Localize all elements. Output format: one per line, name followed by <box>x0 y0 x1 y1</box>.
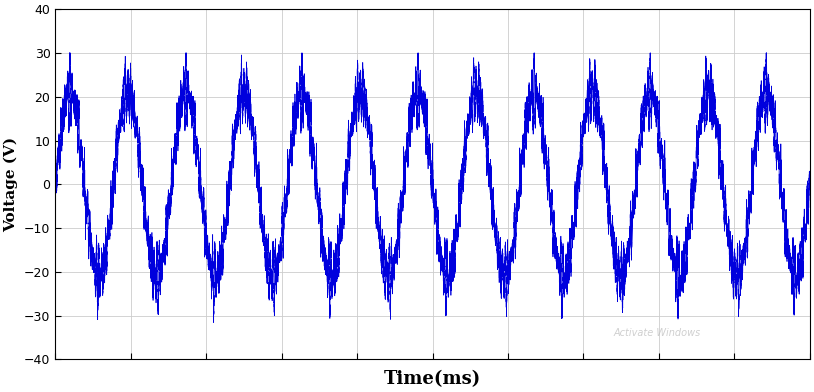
Y-axis label: Voltage (V): Voltage (V) <box>4 137 19 232</box>
Text: Activate Windows: Activate Windows <box>614 328 701 338</box>
X-axis label: Time(ms): Time(ms) <box>384 370 481 388</box>
